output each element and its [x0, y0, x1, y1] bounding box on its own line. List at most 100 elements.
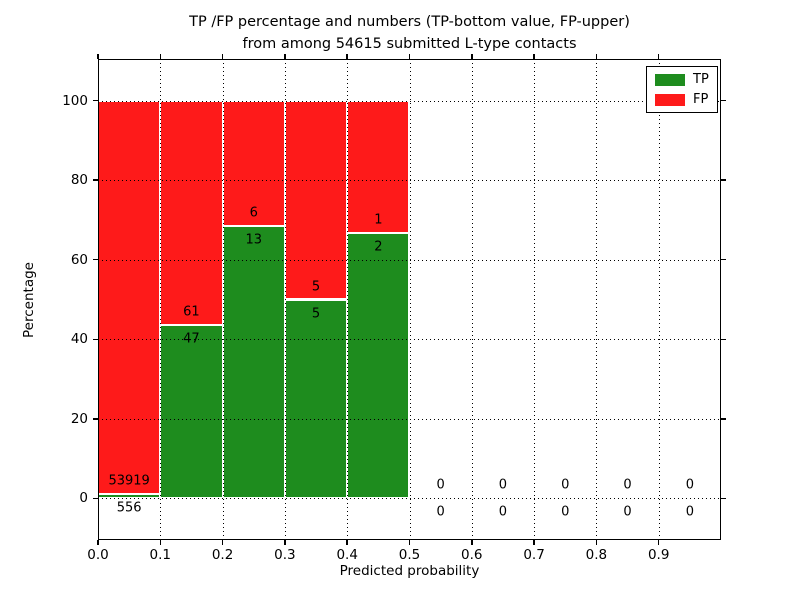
x-tick-label: 0.1 — [149, 547, 172, 563]
y-gridline — [98, 339, 721, 341]
bar-label-tp: 0 — [436, 504, 445, 520]
y-gridline — [98, 180, 721, 182]
y-tick — [93, 179, 98, 181]
x-gridline — [409, 59, 411, 540]
bar-segment-tp — [347, 233, 410, 499]
bar-label-tp: 2 — [374, 239, 383, 255]
bar-label-fp: 0 — [436, 477, 445, 493]
y-tick — [93, 99, 98, 102]
y-tick-right — [721, 99, 726, 102]
x-tick — [221, 540, 224, 545]
plot-inner: 53919 556 61 47 6 13 5 5 1 2 0 0 0 0 0 0 0 0 0 0 — [98, 59, 721, 540]
x-tick — [346, 540, 348, 545]
x-tick — [595, 540, 598, 545]
y-tick — [93, 418, 98, 420]
bar-label-tp: 0 — [498, 504, 508, 520]
x-tick-label: 0.0 — [87, 547, 109, 563]
x-tick — [97, 540, 99, 545]
legend-label-fp: FP — [693, 92, 709, 107]
x-tick-top — [284, 54, 286, 59]
y-tick-label: 20 — [70, 410, 88, 427]
x-gridline — [347, 59, 349, 540]
bar-label-fp: 0 — [623, 477, 632, 493]
x-tick-label: 0.5 — [398, 547, 421, 563]
y-tick — [93, 497, 98, 499]
bar-segment-fp — [160, 100, 223, 326]
x-gridline — [658, 59, 660, 540]
y-gridline — [98, 100, 721, 102]
y-tick-right — [721, 497, 726, 499]
y-gridline — [98, 418, 721, 420]
bar-label-fp: 0 — [685, 477, 694, 493]
y-tick-label: 60 — [70, 251, 88, 268]
y-tick-right — [721, 258, 726, 261]
bar-segment-fp — [222, 100, 285, 227]
x-gridline — [596, 59, 598, 540]
y-tick-label: 40 — [70, 331, 88, 348]
legend-label-tp: TP — [693, 72, 709, 87]
bar-segment-tp — [284, 299, 348, 499]
x-tick-label: 0.8 — [585, 547, 608, 563]
x-axis-label: Predicted probability — [339, 563, 480, 579]
legend-swatch-tp-icon — [655, 73, 685, 86]
x-tick-top — [159, 54, 162, 59]
x-gridline — [534, 59, 536, 540]
chart-title-line1: TP /FP percentage and numbers (TP-bottom… — [189, 14, 630, 30]
x-tick-top — [533, 54, 535, 59]
bar-label-fp: 53919 — [108, 473, 150, 489]
chart-title: TP /FP percentage and numbers (TP-bottom… — [98, 11, 721, 55]
x-gridline — [471, 59, 473, 540]
x-tick-top — [221, 54, 224, 59]
x-tick-top — [97, 54, 99, 59]
x-tick — [657, 540, 660, 545]
bar-label-fp: 0 — [498, 477, 508, 493]
bar-segment-fp — [284, 100, 348, 300]
x-tick-label: 0.4 — [336, 547, 358, 563]
bar-label-tp: 0 — [561, 504, 570, 520]
x-tick-label: 0.6 — [461, 547, 483, 563]
legend-swatch-fp-icon — [655, 93, 685, 106]
legend: TP FP — [646, 66, 718, 113]
x-gridline — [222, 59, 224, 540]
bar-label-tp: 5 — [311, 306, 321, 321]
y-axis-label: Percentage — [21, 262, 37, 338]
y-tick-label: 100 — [62, 92, 88, 109]
x-tick — [284, 540, 286, 545]
x-tick-top — [471, 54, 473, 59]
y-gridline — [98, 498, 721, 500]
y-tick-right — [721, 179, 726, 181]
x-tick-label: 0.2 — [211, 547, 234, 563]
x-tick — [159, 540, 162, 545]
plot-area: 53919 556 61 47 6 13 5 5 1 2 0 0 0 0 0 0 0 0 0 0 TP FP — [98, 59, 721, 540]
y-tick — [93, 338, 98, 340]
y-tick-label: 80 — [70, 172, 88, 189]
bar-label-fp: 5 — [311, 279, 321, 294]
x-tick-top — [657, 54, 660, 59]
x-tick-top — [408, 54, 411, 59]
y-tick-right — [721, 338, 726, 340]
bar-segment-tp — [222, 226, 285, 499]
bar-label-fp: 0 — [561, 477, 570, 493]
x-tick — [408, 540, 411, 545]
legend-item-fp: FP — [655, 93, 709, 106]
x-tick-top — [595, 54, 598, 59]
y-tick-label: 0 — [79, 490, 88, 507]
bar-label-tp: 13 — [245, 232, 263, 248]
bar-label-tp: 0 — [623, 504, 632, 520]
bar-label-fp: 1 — [374, 212, 383, 228]
bar-segment-tp — [160, 325, 223, 499]
y-tick-right — [721, 418, 726, 420]
bar-label-tp: 0 — [685, 504, 694, 520]
bar-label-fp: 6 — [249, 205, 258, 221]
y-tick — [93, 258, 98, 261]
x-tick — [471, 540, 473, 545]
bar-label-fp: 61 — [183, 304, 200, 320]
bar-label-tp: 556 — [116, 500, 142, 516]
legend-item-tp: TP — [655, 73, 709, 86]
x-gridline — [284, 59, 286, 540]
chart-title-line2: from among 54615 submitted L-type contac… — [242, 36, 577, 52]
y-gridline — [98, 259, 721, 261]
bar-label-tp: 47 — [183, 331, 200, 347]
x-tick-label: 0.7 — [523, 547, 545, 563]
